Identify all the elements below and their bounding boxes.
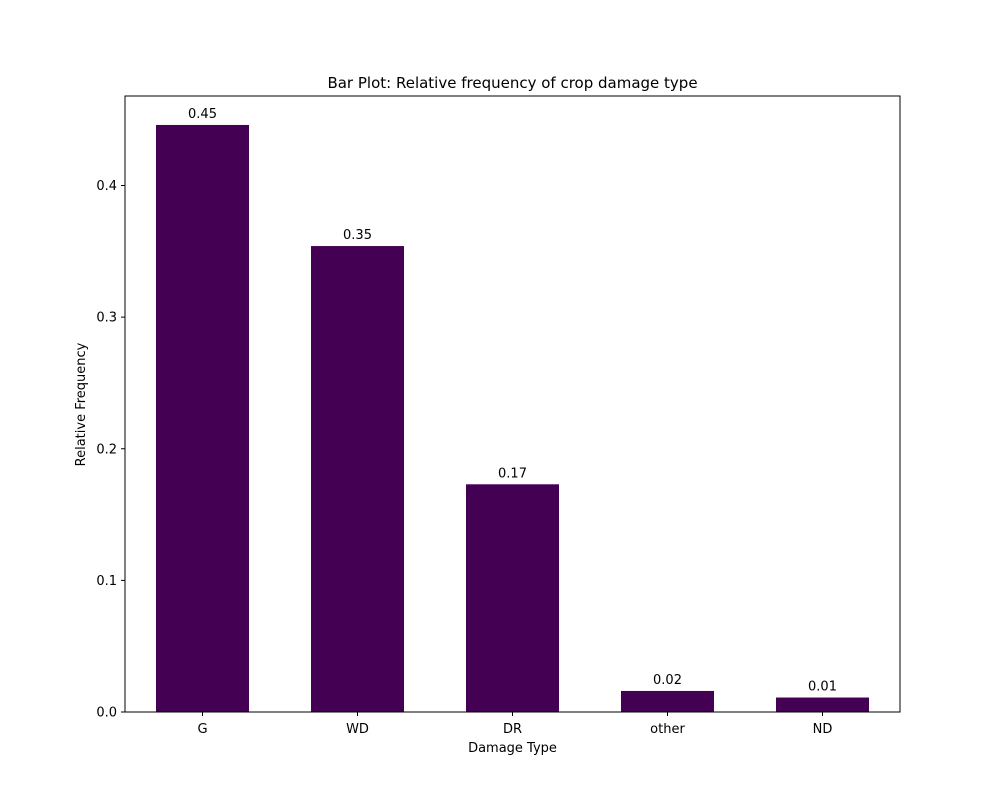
data-label-other: 0.02 [653, 673, 682, 688]
bar-DR [466, 484, 559, 712]
x-axis-label: Damage Type [468, 741, 557, 756]
bar-WD [311, 246, 404, 713]
y-tick-label-4: 0.4 [96, 179, 117, 194]
y-tick-label-0: 0.0 [96, 706, 117, 721]
y-axis-label: Relative Frequency [74, 342, 89, 466]
data-label-ND: 0.01 [808, 680, 837, 695]
bar-ND [776, 697, 869, 712]
plot-area: 0.45 G 0.35 WD 0.17 DR 0.02 other 0.01 ND 0.0 0.1 0.… [96, 95, 901, 737]
chart-title: Bar Plot: Relative frequency of crop dam… [327, 74, 697, 92]
bar-G [156, 124, 249, 712]
x-tick-label-DR: DR [503, 722, 522, 737]
y-tick-label-3: 0.3 [96, 311, 117, 326]
data-label-G: 0.45 [188, 107, 217, 122]
y-tick-label-2: 0.2 [96, 442, 117, 457]
data-label-DR: 0.17 [498, 466, 527, 481]
x-tick-label-ND: ND [813, 722, 833, 737]
plot-frame [124, 95, 901, 713]
x-tick-label-WD: WD [346, 722, 369, 737]
data-label-WD: 0.35 [343, 228, 372, 243]
bar-other [621, 690, 714, 712]
y-tick-label-1: 0.1 [96, 574, 117, 589]
x-tick-label-other: other [650, 722, 685, 737]
x-tick-label-G: G [197, 722, 207, 737]
